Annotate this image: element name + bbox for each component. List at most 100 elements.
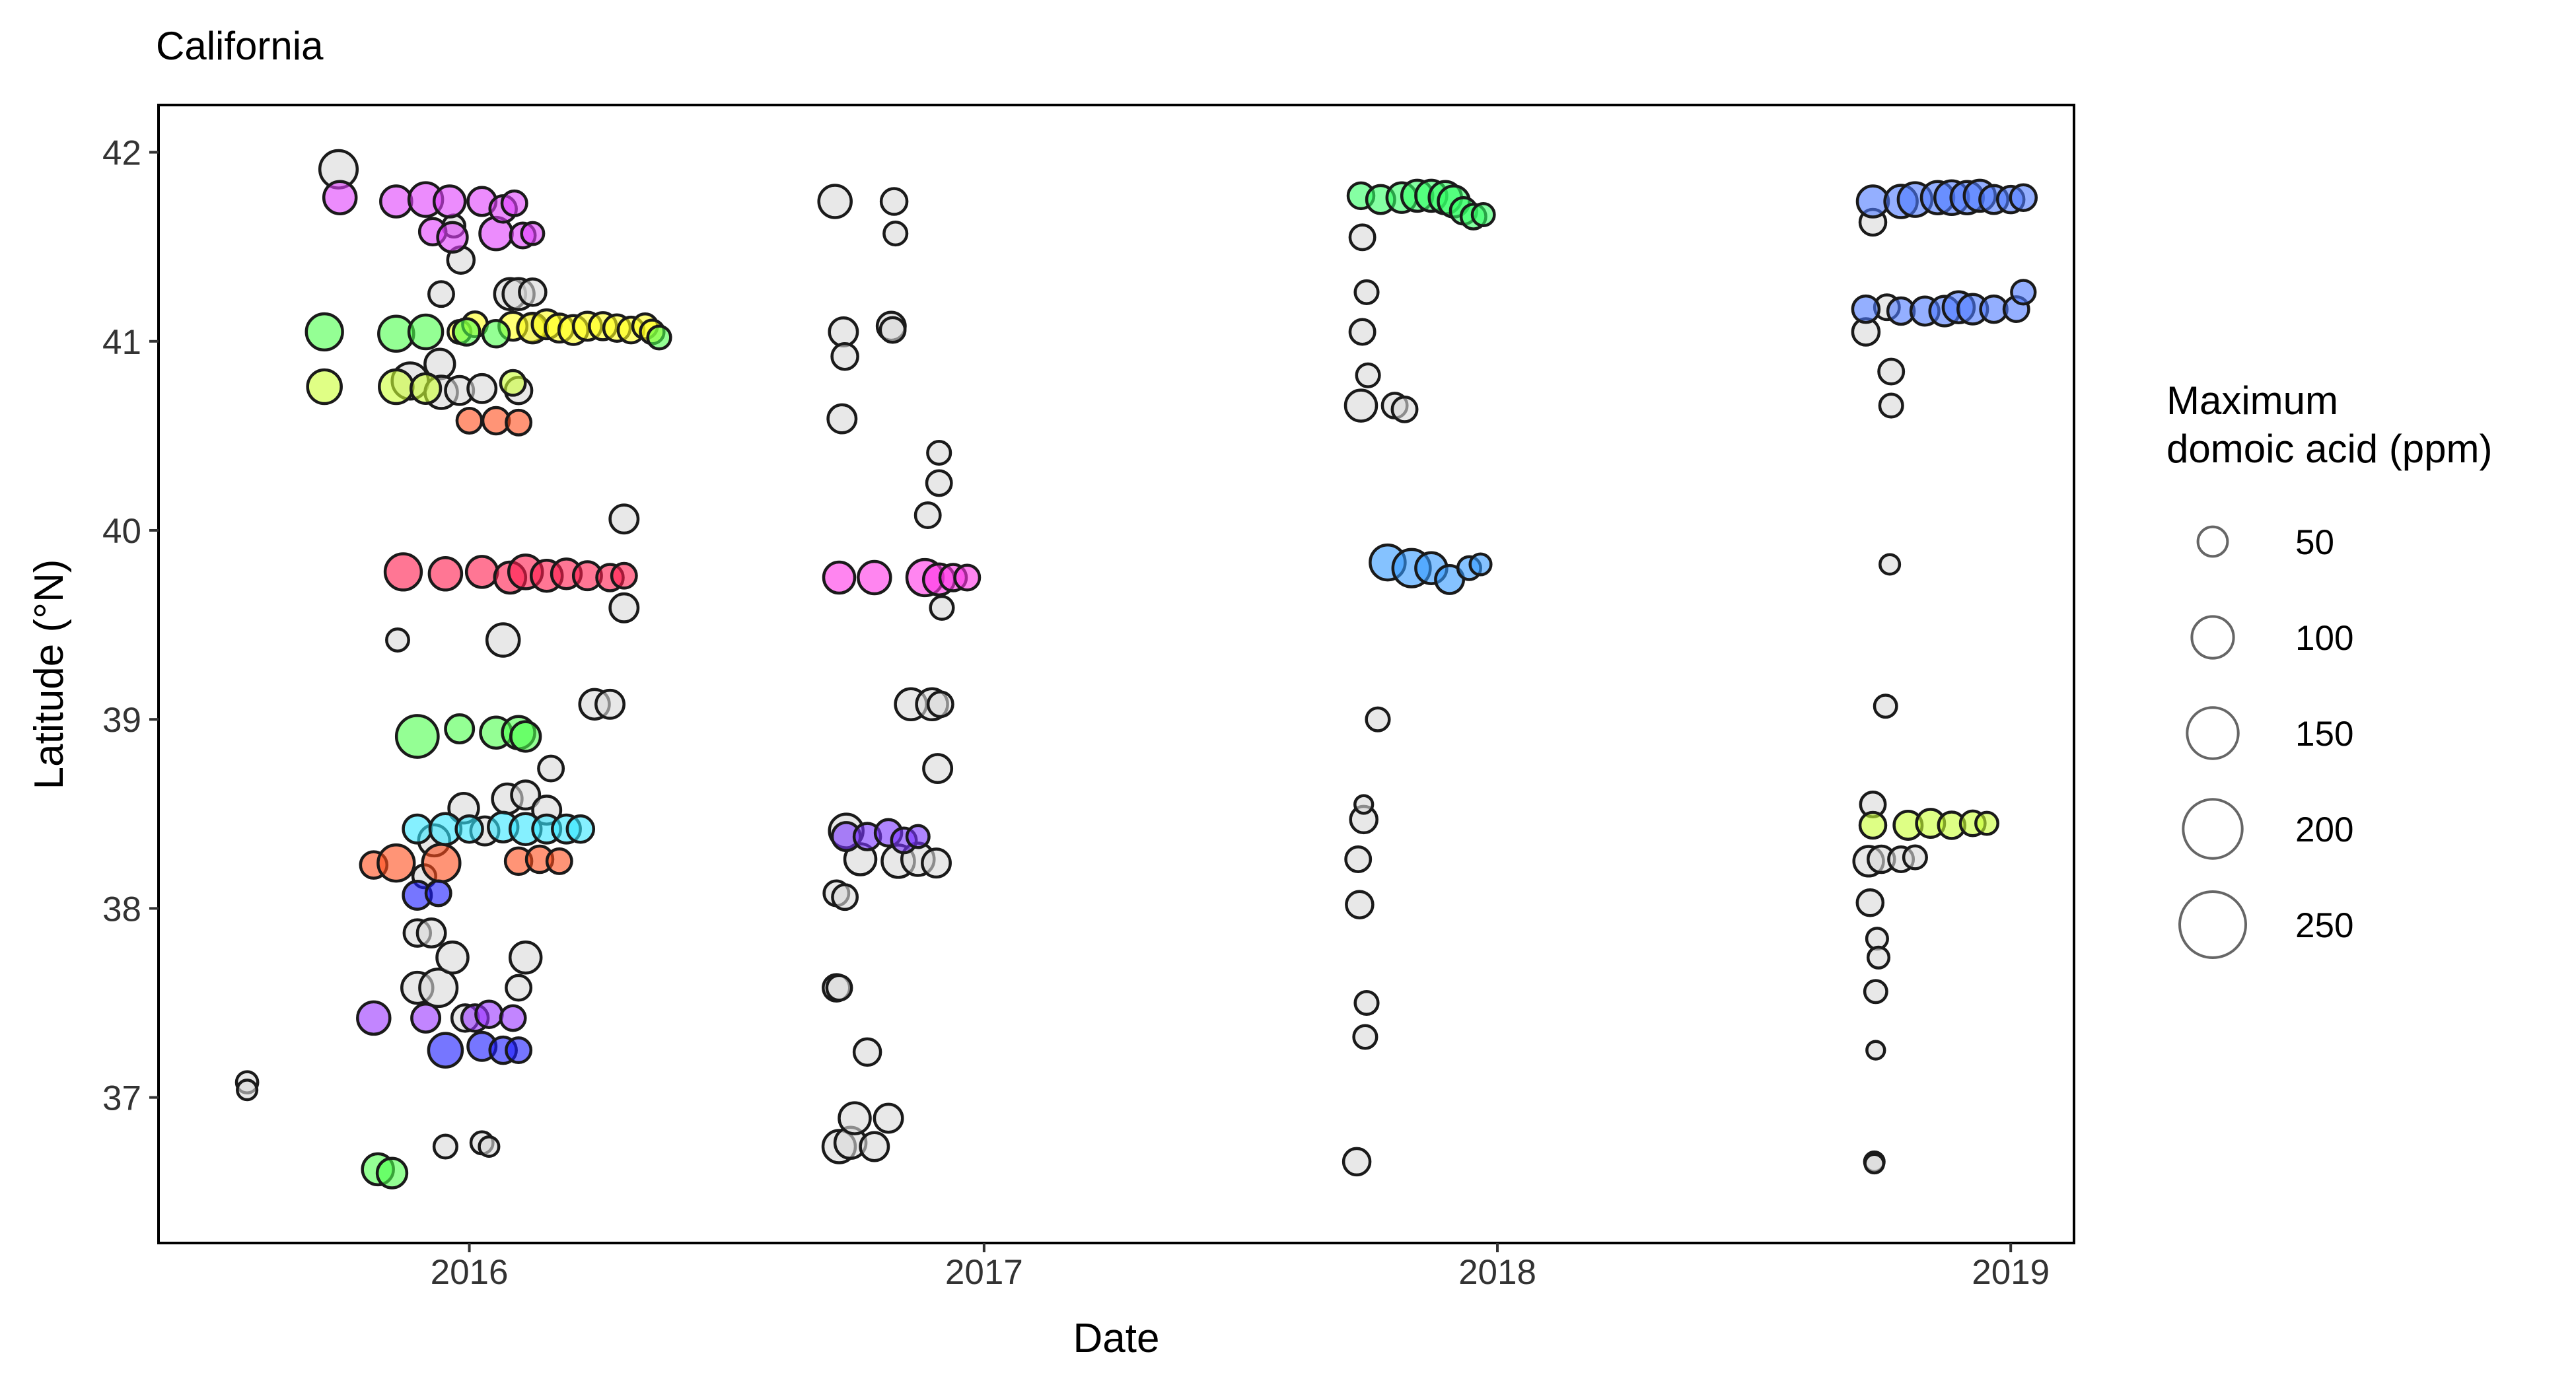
data-point-gray-35 <box>537 754 565 783</box>
data-point-green-5 <box>646 324 672 351</box>
data-point-gray-76 <box>1348 223 1377 252</box>
data-point-green-7 <box>444 713 476 744</box>
y-axis: 37 38 39 40 41 42 <box>102 134 159 1118</box>
data-point-gray-66 <box>921 847 952 879</box>
data-point-pink-0 <box>822 560 857 595</box>
data-point-royal_blue-10 <box>1851 294 1881 324</box>
data-point-gray-58 <box>878 316 907 344</box>
data-point-magenta-1 <box>379 184 413 219</box>
y-tick-label-3: 40 <box>102 512 141 551</box>
data-point-gray-38 <box>594 688 626 720</box>
y-tick-label-0: 37 <box>102 1079 141 1118</box>
data-point-gray-84 <box>1365 706 1391 732</box>
data-point-lime-1 <box>378 368 415 406</box>
data-point-yellow_green-0 <box>1858 810 1888 840</box>
data-point-lime-0 <box>306 368 343 406</box>
data-point-green-0 <box>304 312 344 352</box>
data-point-gray-68 <box>926 440 952 466</box>
data-point-gray-14 <box>432 1133 458 1160</box>
data-point-green-6 <box>394 714 440 759</box>
data-points <box>234 149 2038 1190</box>
data-point-gray-83 <box>1355 362 1381 388</box>
data-point-blue-5 <box>505 1036 533 1065</box>
data-point-gray-54 <box>852 1037 882 1067</box>
data-point-purple-0 <box>356 1000 392 1036</box>
legend-entries: 50 100 150 200 250 <box>2178 523 2353 959</box>
data-point-gray-80 <box>1352 1024 1378 1050</box>
data-point-gray-95 <box>1863 979 1888 1005</box>
data-point-gray-39 <box>608 503 640 535</box>
legend-label-150: 150 <box>2295 715 2353 754</box>
data-point-gray-93 <box>1863 1153 1886 1175</box>
data-point-green-4 <box>481 319 511 349</box>
data-point-gray-13 <box>427 280 455 308</box>
data-point-blue-1 <box>424 879 452 907</box>
data-point-gray-1 <box>236 1079 259 1102</box>
x-tick-label-0: 2016 <box>431 1253 509 1292</box>
data-point-crimson-1 <box>427 556 464 592</box>
data-point-gray-25 <box>485 622 521 658</box>
data-point-gray-31 <box>508 941 543 975</box>
data-point-gray-70 <box>926 690 954 719</box>
data-point-gray-41 <box>817 184 853 219</box>
plot-border <box>157 104 2075 1244</box>
data-point-red_orange-5 <box>421 843 462 884</box>
data-point-cyan-7 <box>565 814 596 844</box>
legend-circle-100 <box>2190 615 2235 660</box>
data-point-crimson-0 <box>383 552 423 592</box>
plot-area <box>157 104 2075 1244</box>
y-tick-label-5: 42 <box>102 134 141 173</box>
data-point-gray-81 <box>1353 989 1380 1016</box>
x-tick-label-3: 2019 <box>1972 1253 2050 1292</box>
data-point-gray-86 <box>1390 395 1419 423</box>
data-point-gray-89 <box>1855 888 1885 917</box>
x-tick-label-2: 2018 <box>1458 1253 1536 1292</box>
data-point-royal_blue-18 <box>2010 279 2037 306</box>
y-tick-label-4: 41 <box>102 323 141 362</box>
data-point-red_orange-2 <box>505 408 533 437</box>
size-legend: Maximum domoic acid (ppm) 50 100 150 200 250 <box>2166 378 2493 959</box>
chart-title: California <box>156 24 324 68</box>
data-point-yellow_green-5 <box>1974 810 1999 836</box>
data-point-gray-45 <box>825 974 853 1002</box>
data-point-gray-97 <box>1866 945 1891 970</box>
data-point-spring_green-9 <box>1470 202 1496 227</box>
data-point-gray-55 <box>859 1131 890 1162</box>
data-point-gray-77 <box>1348 318 1377 346</box>
data-point-green-12 <box>375 1156 409 1190</box>
y-tick-label-2: 39 <box>102 701 141 740</box>
data-point-gray-101 <box>1878 553 1902 576</box>
data-point-crimson-9 <box>610 561 638 590</box>
data-point-gray-40 <box>608 592 640 623</box>
data-point-gray-103 <box>1877 357 1906 386</box>
data-point-green-2 <box>407 313 445 351</box>
legend-title-line-1: Maximum <box>2166 378 2338 423</box>
data-point-gray-99 <box>1873 694 1898 719</box>
data-point-gray-75 <box>1343 388 1378 423</box>
data-point-gray-105 <box>1902 844 1928 871</box>
data-point-pink-5 <box>953 563 982 592</box>
data-point-gray-102 <box>1878 392 1904 419</box>
data-point-gray-48 <box>830 341 859 371</box>
data-point-purple-1 <box>410 1002 442 1034</box>
data-point-gray-56 <box>873 1102 904 1134</box>
data-point-gray-60 <box>882 221 909 247</box>
data-point-gray-79 <box>1353 794 1375 815</box>
data-point-gray-74 <box>1345 890 1375 919</box>
legend-circle-50 <box>2196 525 2229 558</box>
y-tick-label-1: 38 <box>102 890 141 929</box>
data-point-gray-64 <box>913 501 942 530</box>
data-point-gray-71 <box>929 594 955 621</box>
data-point-magenta-5 <box>436 221 469 254</box>
data-point-gray-3 <box>385 627 410 653</box>
data-point-lime-3 <box>499 369 527 397</box>
data-point-royal_blue-9 <box>2009 183 2038 212</box>
data-point-gray-46 <box>826 403 858 435</box>
legend-label-50: 50 <box>2295 523 2334 562</box>
data-point-green-10 <box>509 720 542 753</box>
data-point-gray-33 <box>518 277 548 307</box>
data-point-pink-1 <box>857 559 892 596</box>
legend-label-100: 100 <box>2295 619 2353 658</box>
data-point-red_orange-8 <box>545 847 573 875</box>
